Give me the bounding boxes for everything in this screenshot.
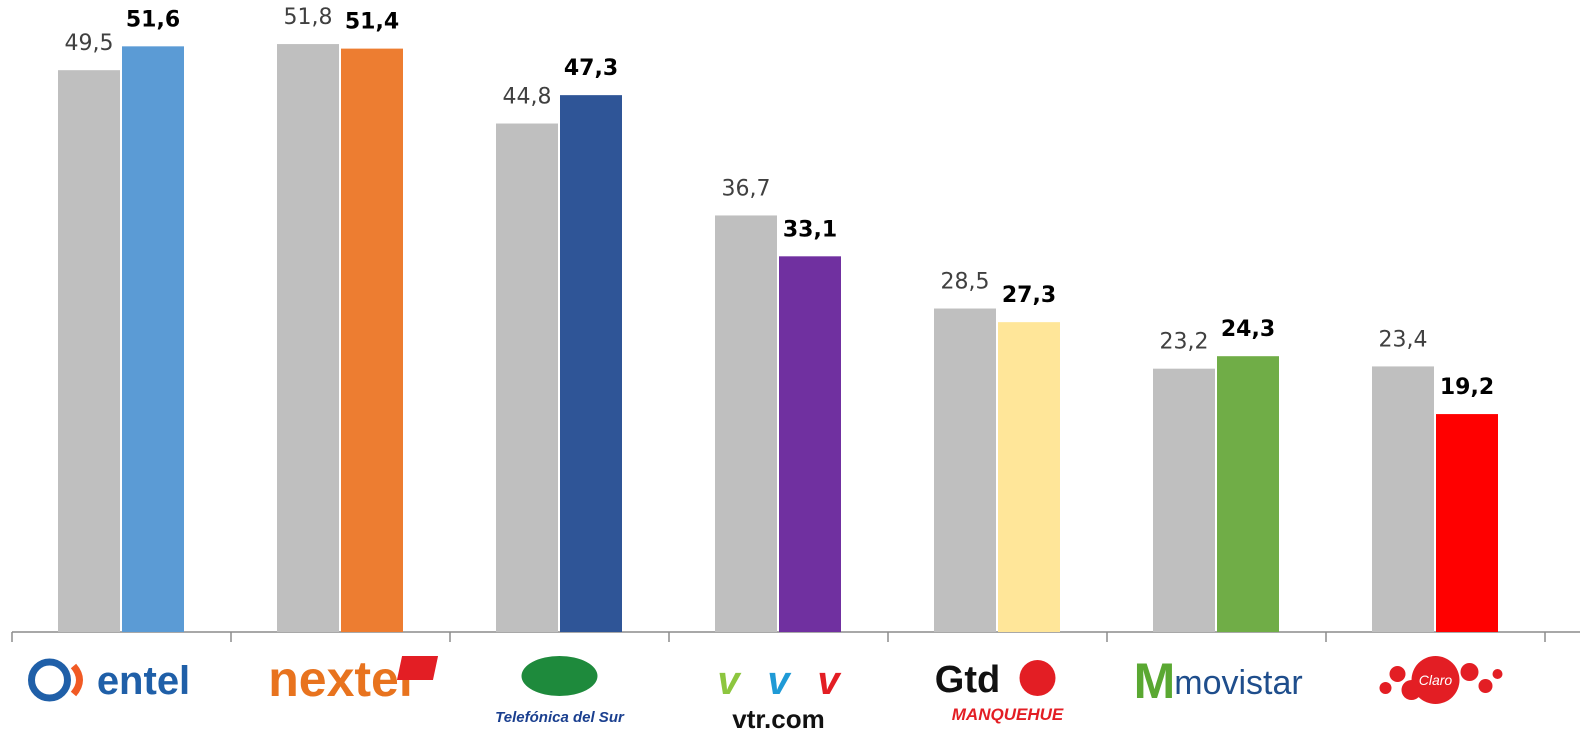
data-label-curr-telef-nica-del-sur: 47,3 [564, 56, 618, 81]
value-labels-group: 49,5 51,6 51,8 51,4 44,8 47,3 36,7 33,1 28,5 27,3… [65, 5, 1495, 400]
data-label-curr-movistar: 24,3 [1221, 317, 1275, 342]
telefonica-del-sur-logo: Telefónica del Sur [396, 656, 625, 726]
svg-text:M: M [1134, 653, 1176, 709]
svg-text:nextel: nextel [268, 651, 413, 707]
data-label-prev-nextel: 51,8 [284, 5, 333, 30]
bar-curr-entel [122, 46, 184, 632]
bar-prev-nextel [277, 44, 339, 632]
data-label-prev-vtr-com: 36,7 [722, 176, 771, 201]
bar-prev-telef-nica-del-sur [496, 123, 558, 633]
svg-text:vtr.com: vtr.com [732, 704, 825, 734]
svg-text:v: v [817, 659, 842, 703]
data-label-curr-entel: 51,6 [126, 7, 180, 32]
data-label-prev-gtd-manquehue: 28,5 [941, 270, 990, 295]
svg-text:v: v [717, 659, 742, 703]
bar-prev-entel [58, 70, 120, 633]
data-label-curr-gtd-manquehue: 27,3 [1002, 283, 1056, 308]
bar-prev-vtr-com [715, 215, 777, 632]
svg-text:Claro: Claro [1419, 672, 1453, 688]
svg-text:movistar: movistar [1174, 664, 1302, 702]
data-label-prev-telef-nica-del-sur: 44,8 [503, 85, 552, 110]
entel-logo: entel [28, 658, 190, 703]
svg-text:Telefónica del Sur: Telefónica del Sur [495, 709, 625, 726]
gtd-manquehue-logo: Gtd MANQUEHUE [935, 659, 1064, 724]
bar-curr-vtr-com [779, 256, 841, 632]
data-label-prev-movistar: 23,2 [1160, 330, 1209, 355]
svg-text:v: v [767, 659, 792, 703]
bar-curr-gtd-manquehue [998, 322, 1060, 632]
bar-prev-movistar [1153, 368, 1215, 632]
data-label-curr-claro: 19,2 [1440, 375, 1494, 400]
claro-logo: Claro [1379, 656, 1503, 704]
bar-curr-nextel [341, 48, 403, 633]
nextel-logo: nextel [268, 651, 413, 707]
data-label-curr-vtr-com: 33,1 [783, 217, 837, 242]
bars-group [58, 44, 1498, 633]
data-label-prev-entel: 49,5 [65, 31, 114, 56]
bar-curr-claro [1436, 414, 1498, 632]
svg-text:entel: entel [97, 659, 190, 703]
data-label-curr-nextel: 51,4 [345, 10, 399, 35]
svg-text:MANQUEHUE: MANQUEHUE [952, 705, 1064, 724]
bar-prev-gtd-manquehue [934, 308, 996, 632]
bar-prev-claro [1372, 366, 1434, 632]
bar-curr-telef-nica-del-sur [560, 95, 622, 632]
data-label-prev-claro: 23,4 [1379, 327, 1428, 352]
svg-text:Gtd: Gtd [935, 659, 1000, 701]
bar-curr-movistar [1217, 356, 1279, 632]
x-axis-ticks [11, 632, 1546, 642]
